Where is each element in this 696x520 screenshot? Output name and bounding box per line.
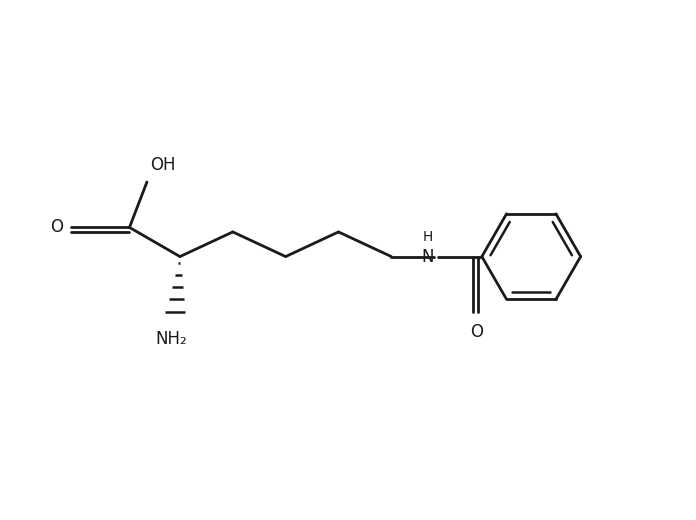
- Text: O: O: [50, 218, 63, 237]
- Text: OH: OH: [150, 156, 176, 174]
- Text: H: H: [422, 230, 433, 244]
- Text: N: N: [421, 248, 434, 266]
- Text: O: O: [470, 323, 483, 341]
- Text: NH₂: NH₂: [155, 330, 187, 348]
